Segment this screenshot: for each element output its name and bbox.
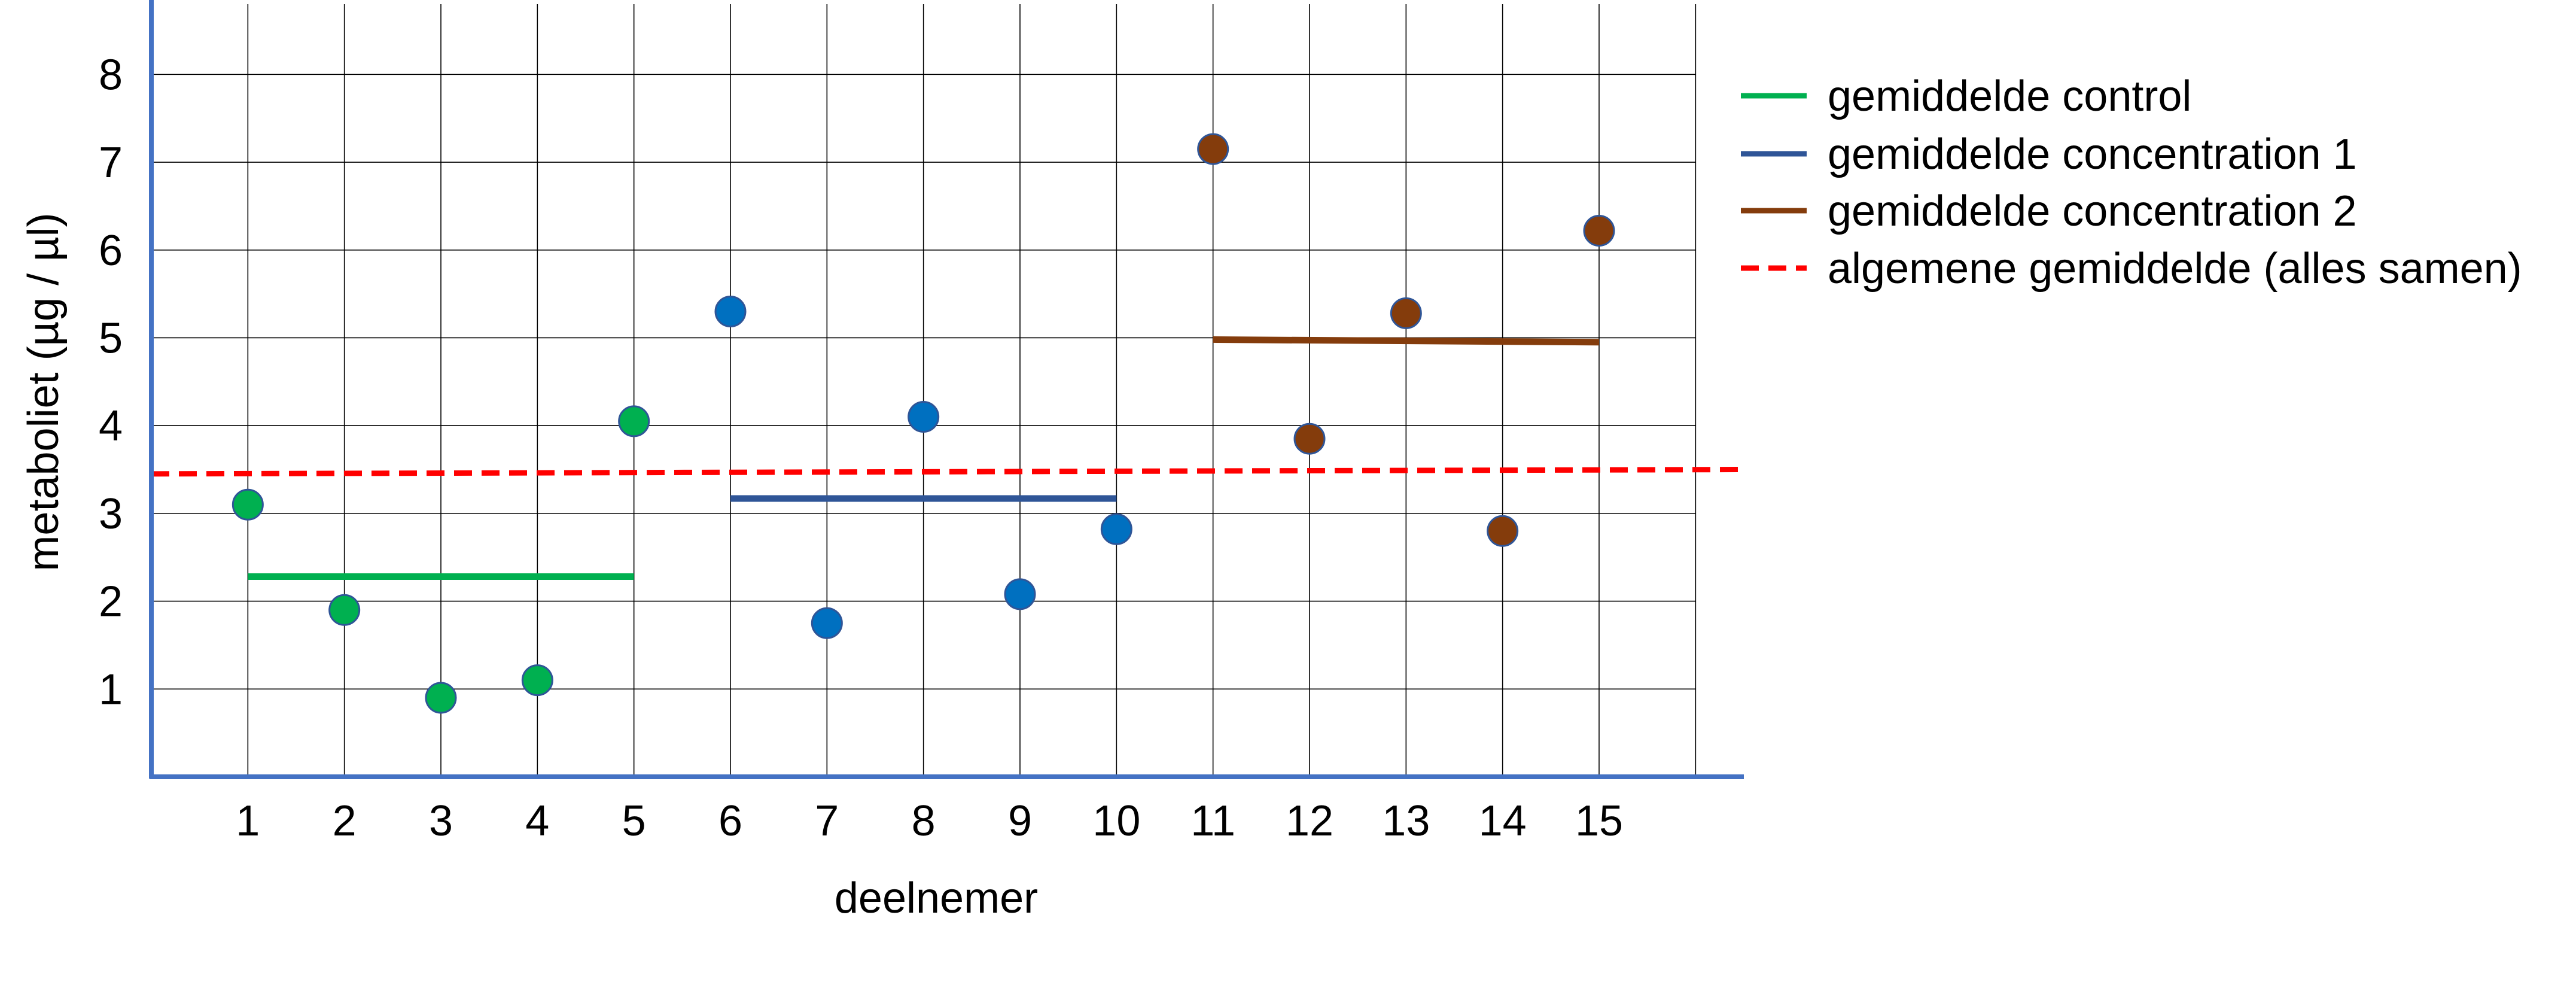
x-tick-label-5: 5 <box>622 797 646 845</box>
legend: gemiddelde control gemiddelde concentrat… <box>1741 72 2522 293</box>
x-tick-label-9: 9 <box>1008 797 1032 845</box>
data-point-11 <box>1197 133 1229 165</box>
data-points <box>232 133 1615 714</box>
x-axis-title: deelnemer <box>835 874 1038 922</box>
x-tick-label-4: 4 <box>525 797 549 845</box>
x-tick-label-11: 11 <box>1190 797 1235 845</box>
y-tick-label-4: 4 <box>99 402 123 450</box>
x-tick-label-12: 12 <box>1286 797 1333 845</box>
x-tick-label-8: 8 <box>912 797 936 845</box>
data-point-6 <box>714 295 747 327</box>
x-tick-label-1: 1 <box>236 797 260 845</box>
data-point-8 <box>908 401 940 433</box>
y-tick-label-2: 2 <box>99 578 123 626</box>
y-tick-label-5: 5 <box>99 314 123 362</box>
data-point-14 <box>1487 515 1519 547</box>
mean-line-2 <box>1213 336 1600 346</box>
y-tick-label-3: 3 <box>99 490 123 538</box>
legend-label-overall-mean: algemene gemiddelde (alles samen) <box>1828 245 2522 293</box>
grid <box>151 4 1697 777</box>
data-point-7 <box>811 607 843 639</box>
data-point-3 <box>425 682 457 714</box>
x-tick-label-7: 7 <box>815 797 839 845</box>
x-tick-label-14: 14 <box>1479 797 1527 845</box>
legend-label-concentration-1: gemiddelde concentration 1 <box>1828 130 2357 178</box>
y-tick-label-8: 8 <box>99 51 123 99</box>
x-tick-label-2: 2 <box>333 797 357 845</box>
data-point-4 <box>521 664 553 697</box>
mean-lines <box>151 336 1744 580</box>
x-tick-label-6: 6 <box>718 797 742 845</box>
data-point-5 <box>618 405 650 437</box>
y-tick-label-6: 6 <box>99 227 123 275</box>
x-tick-label-13: 13 <box>1382 797 1430 845</box>
data-point-2 <box>328 594 361 626</box>
y-axis-title: metaboliet (µg / µl) <box>20 212 68 571</box>
legend-label-concentration-2: gemiddelde concentration 2 <box>1828 187 2357 235</box>
y-tick-label-7: 7 <box>99 139 123 187</box>
data-point-13 <box>1390 297 1422 329</box>
data-point-15 <box>1583 214 1615 247</box>
x-tick-label-15: 15 <box>1575 797 1623 845</box>
data-point-12 <box>1293 423 1326 455</box>
y-tick-label-1: 1 <box>99 665 123 713</box>
x-tick-label-10: 10 <box>1092 797 1140 845</box>
data-point-9 <box>1004 578 1036 610</box>
axes <box>149 0 1744 779</box>
legend-label-control: gemiddelde control <box>1828 72 2191 120</box>
data-point-1 <box>232 488 264 521</box>
data-point-10 <box>1100 513 1132 545</box>
mean-line-3 <box>151 467 1744 477</box>
x-tick-label-3: 3 <box>429 797 453 845</box>
